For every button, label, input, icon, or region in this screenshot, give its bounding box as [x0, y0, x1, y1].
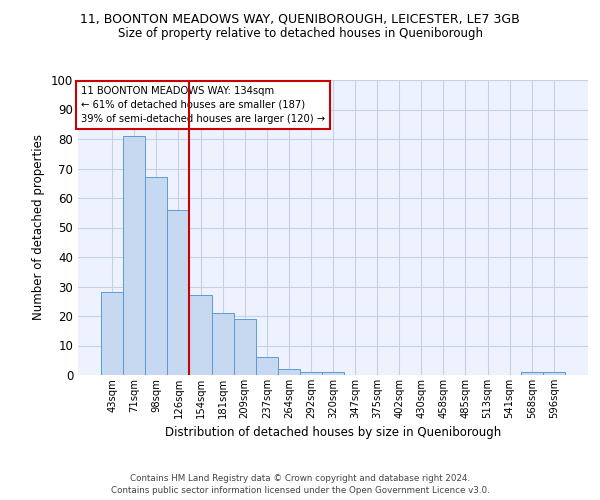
Bar [145, 178, 167, 375]
Bar [101, 292, 123, 375]
Bar [123, 136, 145, 375]
X-axis label: Distribution of detached houses by size in Queniborough: Distribution of detached houses by size … [165, 426, 501, 440]
Bar [167, 210, 190, 375]
Y-axis label: Number of detached properties: Number of detached properties [32, 134, 46, 320]
Bar [543, 372, 565, 375]
Bar [278, 369, 300, 375]
Bar [300, 372, 322, 375]
Bar [521, 372, 543, 375]
Bar [190, 296, 212, 375]
Text: 11 BOONTON MEADOWS WAY: 134sqm
← 61% of detached houses are smaller (187)
39% of: 11 BOONTON MEADOWS WAY: 134sqm ← 61% of … [80, 86, 325, 124]
Text: 11, BOONTON MEADOWS WAY, QUENIBOROUGH, LEICESTER, LE7 3GB: 11, BOONTON MEADOWS WAY, QUENIBOROUGH, L… [80, 12, 520, 26]
Bar [256, 358, 278, 375]
Bar [233, 319, 256, 375]
Text: Contains HM Land Registry data © Crown copyright and database right 2024.
Contai: Contains HM Land Registry data © Crown c… [110, 474, 490, 495]
Bar [322, 372, 344, 375]
Text: Size of property relative to detached houses in Queniborough: Size of property relative to detached ho… [118, 28, 482, 40]
Bar [212, 313, 233, 375]
